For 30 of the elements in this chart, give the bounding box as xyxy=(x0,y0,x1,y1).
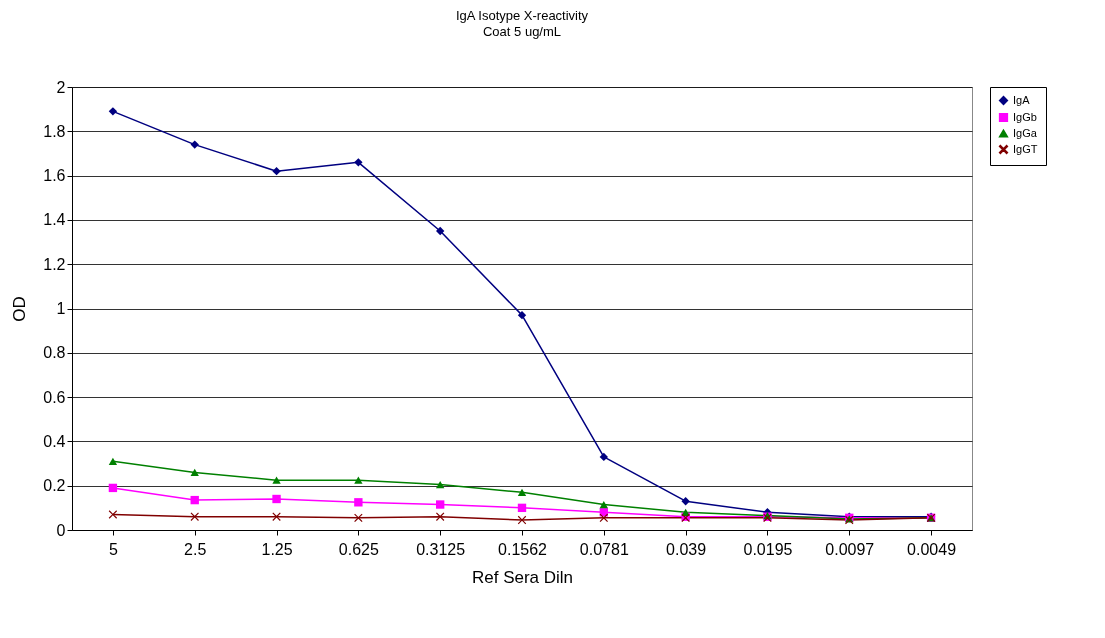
y-tick-label: 1.6 xyxy=(43,167,66,185)
y-tick-label: 0 xyxy=(56,521,66,539)
y-tick-label: 0.6 xyxy=(43,388,66,406)
x-tick-label: 0.039 xyxy=(666,540,707,558)
y-tick-label: 0.2 xyxy=(43,477,66,495)
x-tick-label: 0.3125 xyxy=(416,540,466,558)
x-tick-label: 1.25 xyxy=(261,540,293,558)
x-tick-label: 5 xyxy=(108,540,118,558)
chart-title: IgA Isotype X-reactivity xyxy=(455,8,589,23)
y-tick-label: 0.4 xyxy=(43,432,66,450)
legend-label: IgGa xyxy=(1013,126,1038,139)
x-tick-label: 0.0049 xyxy=(907,540,957,558)
legend-label: IgA xyxy=(1013,93,1031,106)
x-tick-label: 0.0781 xyxy=(579,540,629,558)
x-tick-label: 0.0195 xyxy=(743,540,793,558)
y-tick-label: 1 xyxy=(56,300,66,317)
legend-label: IgGb xyxy=(1013,110,1037,123)
chart-subtitle: Coat 5 ug/mL xyxy=(482,24,562,39)
x-tick-label: 0.625 xyxy=(338,540,379,558)
y-tick-label: 2 xyxy=(56,78,66,96)
y-tick-label: 1.2 xyxy=(43,255,66,273)
y-axis-title: OD xyxy=(10,296,30,322)
x-tick-label: 0.1562 xyxy=(498,540,548,558)
x-axis-title: Ref Sera Diln xyxy=(471,567,574,587)
x-tick-label: 0.0097 xyxy=(825,540,875,558)
y-tick-label: 1.8 xyxy=(43,122,66,140)
y-tick-label: 1.4 xyxy=(43,211,66,229)
x-tick-label: 2.5 xyxy=(184,540,207,558)
legend-label: IgGT xyxy=(1013,142,1038,155)
y-tick-label: 0.8 xyxy=(43,344,66,362)
